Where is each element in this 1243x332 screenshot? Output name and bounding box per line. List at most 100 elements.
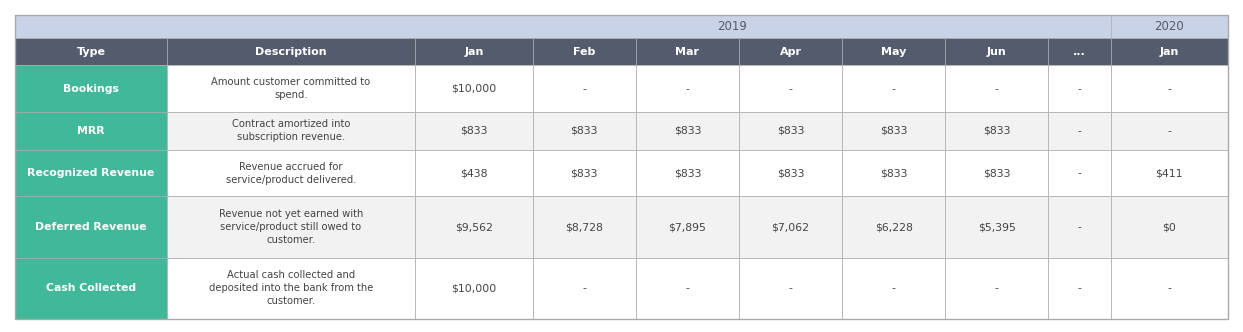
Text: $8,728: $8,728 — [566, 222, 603, 232]
Text: -: - — [1078, 84, 1081, 94]
Text: -: - — [1167, 126, 1171, 136]
Text: Recognized Revenue: Recognized Revenue — [27, 168, 154, 178]
Text: $438: $438 — [460, 168, 487, 178]
Text: -: - — [686, 84, 690, 94]
Text: Type: Type — [76, 47, 106, 57]
Bar — [15, 197, 167, 258]
Bar — [740, 65, 843, 112]
Text: $833: $833 — [571, 168, 598, 178]
Text: Revenue accrued for
service/product delivered.: Revenue accrued for service/product deli… — [226, 162, 357, 185]
Text: -: - — [891, 84, 896, 94]
Text: Actual cash collected and
deposited into the bank from the
customer.: Actual cash collected and deposited into… — [209, 270, 373, 306]
Bar — [1110, 112, 1228, 150]
Text: Jun: Jun — [987, 47, 1007, 57]
Text: $7,895: $7,895 — [669, 222, 706, 232]
Text: -: - — [788, 283, 793, 293]
Text: $10,000: $10,000 — [451, 84, 497, 94]
Text: -: - — [1078, 168, 1081, 178]
Bar — [167, 197, 415, 258]
Bar — [415, 197, 533, 258]
Bar — [15, 258, 167, 319]
Text: Jan: Jan — [1160, 47, 1180, 57]
Bar — [15, 38, 167, 65]
Text: -: - — [1078, 126, 1081, 136]
Text: Description: Description — [255, 47, 327, 57]
Text: MRR: MRR — [77, 126, 104, 136]
Bar — [15, 15, 1228, 38]
Bar — [740, 258, 843, 319]
Text: $833: $833 — [777, 168, 804, 178]
Bar — [636, 65, 740, 112]
Bar — [740, 112, 843, 150]
Text: -: - — [788, 84, 793, 94]
Text: -: - — [583, 283, 587, 293]
Text: May: May — [881, 47, 906, 57]
Text: -: - — [1078, 283, 1081, 293]
Text: Mar: Mar — [675, 47, 700, 57]
Bar — [636, 197, 740, 258]
Bar — [1110, 258, 1228, 319]
Text: Bookings: Bookings — [63, 84, 119, 94]
Text: -: - — [686, 283, 690, 293]
Bar — [636, 258, 740, 319]
Text: 2020: 2020 — [1155, 20, 1185, 33]
Bar — [533, 65, 636, 112]
Bar — [946, 65, 1048, 112]
Bar — [1110, 65, 1228, 112]
Bar — [843, 38, 946, 65]
Bar — [1048, 38, 1110, 65]
Bar — [843, 150, 946, 197]
Bar — [1110, 38, 1228, 65]
Bar — [1048, 258, 1110, 319]
Bar — [1048, 112, 1110, 150]
Bar — [167, 38, 415, 65]
Text: $833: $833 — [777, 126, 804, 136]
Bar — [415, 38, 533, 65]
Text: $0: $0 — [1162, 222, 1176, 232]
Text: ...: ... — [1073, 47, 1086, 57]
Text: -: - — [994, 283, 999, 293]
Text: $833: $833 — [674, 168, 701, 178]
Bar — [415, 258, 533, 319]
Text: -: - — [891, 283, 896, 293]
Bar — [167, 150, 415, 197]
Bar — [740, 150, 843, 197]
Text: -: - — [994, 84, 999, 94]
Bar — [946, 197, 1048, 258]
Text: -: - — [1078, 222, 1081, 232]
Bar — [636, 112, 740, 150]
Bar — [15, 150, 167, 197]
Text: Apr: Apr — [779, 47, 802, 57]
Text: Contract amortized into
subscription revenue.: Contract amortized into subscription rev… — [232, 119, 351, 142]
Bar — [843, 112, 946, 150]
Bar — [1048, 65, 1110, 112]
Bar — [533, 197, 636, 258]
Bar — [15, 65, 167, 112]
Bar — [533, 258, 636, 319]
Text: 2019: 2019 — [717, 20, 747, 33]
Bar — [636, 38, 740, 65]
Bar — [843, 197, 946, 258]
Text: $833: $833 — [674, 126, 701, 136]
Text: $833: $833 — [983, 168, 1011, 178]
Bar — [533, 150, 636, 197]
Bar — [1110, 150, 1228, 197]
Bar — [946, 150, 1048, 197]
Text: $833: $833 — [880, 168, 907, 178]
Text: Revenue not yet earned with
service/product still owed to
customer.: Revenue not yet earned with service/prod… — [219, 209, 363, 245]
Bar — [415, 65, 533, 112]
Bar — [415, 112, 533, 150]
Bar — [167, 65, 415, 112]
Text: Deferred Revenue: Deferred Revenue — [35, 222, 147, 232]
Text: Jan: Jan — [465, 47, 484, 57]
Text: $833: $833 — [880, 126, 907, 136]
Bar — [15, 112, 167, 150]
Bar — [1110, 197, 1228, 258]
Bar — [167, 112, 415, 150]
Bar — [740, 38, 843, 65]
Text: Feb: Feb — [573, 47, 595, 57]
Text: $10,000: $10,000 — [451, 283, 497, 293]
Text: $7,062: $7,062 — [772, 222, 809, 232]
Bar — [1048, 150, 1110, 197]
Text: Amount customer committed to
spend.: Amount customer committed to spend. — [211, 77, 370, 100]
